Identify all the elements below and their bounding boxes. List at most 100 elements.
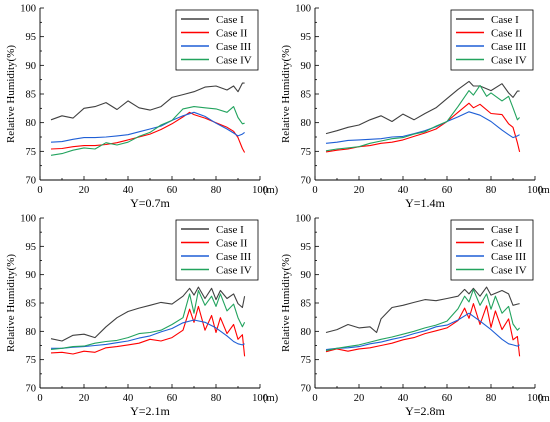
x-tick-label: 60 — [167, 185, 178, 196]
y-tick-label: 70 — [26, 384, 37, 395]
y-tick-label: 90 — [26, 61, 37, 72]
legend-label: Case I — [216, 14, 244, 26]
legend-label: Case II — [491, 27, 523, 39]
y-tick-label: 75 — [26, 147, 37, 158]
y-tick-label: 100 — [20, 214, 36, 225]
y-tick-label: 85 — [301, 299, 312, 310]
x-tick-label: 0 — [312, 185, 317, 196]
y-tick-label: 95 — [26, 32, 37, 43]
y-tick-label: 85 — [26, 90, 37, 101]
y-tick-label: 75 — [301, 355, 312, 366]
series-line-case-iii — [51, 319, 245, 349]
x-unit-label: (m) — [263, 185, 279, 196]
x-axis-title: Y=0.7m — [130, 196, 170, 210]
legend-label: Case III — [491, 41, 526, 53]
series-line-case-i — [325, 80, 520, 135]
y-tick-label: 90 — [301, 61, 312, 72]
y-axis-title: Relative Humidity(%) — [5, 45, 17, 143]
y-tick-label: 95 — [301, 32, 312, 43]
x-axis-title: Y=2.1m — [130, 404, 170, 418]
legend-label: Case IV — [491, 54, 527, 66]
chart-panel-2: 707580859095100020406080100(m)Y=1.4mRela… — [280, 4, 550, 211]
y-axis-title: Relative Humidity(%) — [280, 254, 292, 352]
y-tick-label: 70 — [26, 176, 37, 187]
x-tick-label: 100 — [252, 393, 268, 404]
x-tick-label: 80 — [486, 185, 497, 196]
series-line-case-iii — [325, 111, 520, 144]
x-tick-label: 0 — [37, 185, 42, 196]
x-tick-label: 40 — [123, 393, 134, 404]
x-tick-label: 40 — [398, 393, 409, 404]
y-tick-label: 95 — [301, 242, 312, 253]
x-axis-title: Y=1.4m — [405, 196, 445, 210]
y-axis-title: Relative Humidity(%) — [5, 254, 17, 352]
chart-panel-4: 707580859095100020406080100(m)Y=2.8mRela… — [280, 214, 550, 419]
y-tick-label: 85 — [301, 90, 312, 101]
legend-label: Case III — [216, 251, 251, 263]
y-tick-label: 100 — [20, 4, 36, 15]
x-tick-label: 60 — [442, 185, 453, 196]
y-tick-label: 85 — [26, 299, 37, 310]
x-tick-label: 40 — [398, 185, 409, 196]
y-tick-label: 80 — [301, 327, 312, 338]
legend-label: Case I — [491, 224, 519, 236]
y-tick-label: 100 — [295, 214, 311, 225]
series-line-case-ii — [325, 102, 521, 153]
series-line-case-iii — [325, 312, 520, 351]
x-tick-label: 20 — [354, 393, 365, 404]
x-tick-label: 0 — [37, 393, 42, 404]
y-tick-label: 90 — [26, 270, 37, 281]
series-line-case-iv — [50, 289, 246, 351]
legend-label: Case III — [216, 41, 251, 53]
series-line-case-i — [325, 286, 520, 334]
y-tick-label: 70 — [301, 384, 312, 395]
series-line-case-ii — [50, 305, 246, 357]
legend-label: Case II — [491, 237, 523, 249]
y-axis-title: Relative Humidity(%) — [280, 45, 292, 143]
legend-label: Case I — [216, 224, 244, 236]
y-tick-label: 90 — [301, 270, 312, 281]
x-tick-label: 20 — [354, 185, 365, 196]
x-tick-label: 40 — [123, 185, 134, 196]
legend-label: Case IV — [216, 54, 252, 66]
series-line-case-iv — [50, 106, 245, 156]
legend-label: Case I — [491, 14, 519, 26]
x-tick-label: 100 — [252, 185, 268, 196]
series-line-case-iii — [50, 111, 245, 143]
legend-label: Case II — [216, 27, 248, 39]
y-tick-label: 80 — [26, 327, 37, 338]
y-tick-label: 70 — [301, 176, 312, 187]
y-tick-label: 75 — [301, 147, 312, 158]
y-tick-label: 75 — [26, 355, 37, 366]
series-line-case-i — [50, 286, 246, 342]
x-tick-label: 60 — [442, 393, 453, 404]
y-tick-label: 100 — [295, 4, 311, 15]
legend-label: Case IV — [216, 264, 252, 276]
legend-label: Case IV — [491, 264, 527, 276]
y-tick-label: 95 — [26, 242, 37, 253]
x-tick-label: 20 — [79, 185, 90, 196]
series-line-case-i — [50, 82, 245, 121]
x-tick-label: 100 — [527, 185, 543, 196]
x-unit-label: (m) — [538, 185, 550, 196]
x-tick-label: 80 — [211, 185, 222, 196]
y-tick-label: 80 — [301, 118, 312, 129]
x-tick-label: 0 — [312, 393, 317, 404]
x-axis-title: Y=2.8m — [405, 404, 445, 418]
series-line-case-ii — [50, 111, 246, 153]
y-tick-label: 80 — [26, 118, 37, 129]
x-tick-label: 20 — [79, 393, 90, 404]
legend-label: Case III — [491, 251, 526, 263]
x-tick-label: 60 — [167, 393, 178, 404]
legend-label: Case II — [216, 237, 248, 249]
x-unit-label: (m) — [538, 393, 550, 404]
x-tick-label: 80 — [486, 393, 497, 404]
x-tick-label: 80 — [211, 393, 222, 404]
